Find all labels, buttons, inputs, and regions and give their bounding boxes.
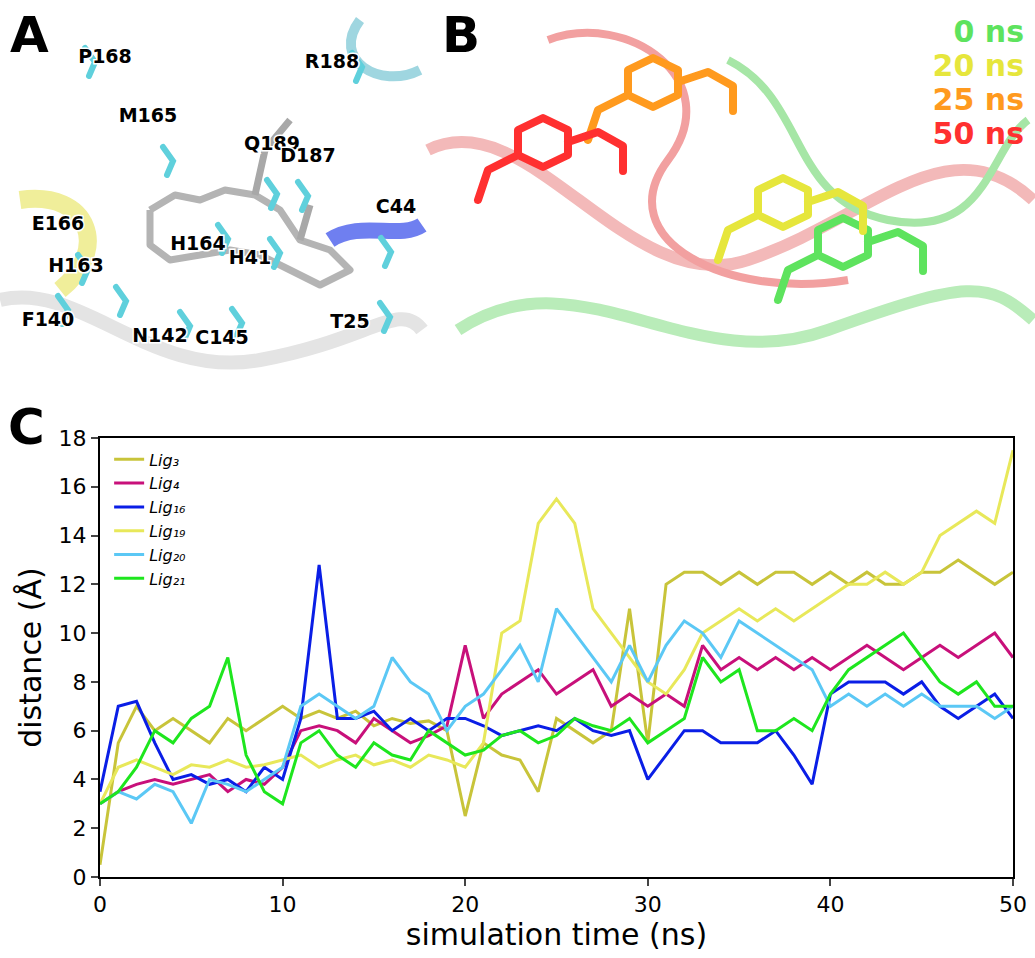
svg-text:Lig₁₆: Lig₁₆ xyxy=(149,498,186,517)
svg-text:4: 4 xyxy=(73,767,87,792)
svg-text:H164: H164 xyxy=(170,232,226,254)
svg-text:50 ns: 50 ns xyxy=(933,116,1024,151)
svg-text:18: 18 xyxy=(59,426,87,451)
svg-text:N142: N142 xyxy=(132,324,188,346)
svg-text:A: A xyxy=(10,6,49,64)
svg-text:H163: H163 xyxy=(48,254,104,276)
svg-text:C44: C44 xyxy=(376,195,416,217)
svg-text:10: 10 xyxy=(269,892,297,917)
svg-text:Lig₁₉: Lig₁₉ xyxy=(149,522,186,541)
svg-text:Q189: Q189 xyxy=(244,132,300,154)
svg-text:distance (Å): distance (Å) xyxy=(13,567,48,748)
svg-text:R188: R188 xyxy=(305,50,359,72)
svg-text:D187: D187 xyxy=(280,144,335,166)
svg-text:12: 12 xyxy=(59,572,87,597)
svg-text:6: 6 xyxy=(73,718,87,743)
svg-text:Lig₂₀: Lig₂₀ xyxy=(149,546,186,565)
svg-text:25 ns: 25 ns xyxy=(933,82,1024,117)
svg-text:Lig₂₁: Lig₂₁ xyxy=(149,570,185,589)
svg-text:14: 14 xyxy=(59,523,87,548)
svg-text:M165: M165 xyxy=(119,104,178,126)
svg-text:50: 50 xyxy=(999,892,1027,917)
svg-text:20: 20 xyxy=(451,892,479,917)
svg-text:20 ns: 20 ns xyxy=(933,48,1024,83)
svg-text:simulation time (ns): simulation time (ns) xyxy=(406,917,707,952)
html-text:C: C xyxy=(8,398,45,456)
svg-text:B: B xyxy=(442,6,480,64)
svg-text:E166: E166 xyxy=(32,212,85,234)
svg-text:0: 0 xyxy=(73,865,87,890)
svg-text:H41: H41 xyxy=(229,246,271,268)
svg-text:P168: P168 xyxy=(78,45,132,67)
svg-text:0: 0 xyxy=(93,892,107,917)
svg-text:10: 10 xyxy=(59,621,87,646)
svg-text:Lig₃: Lig₃ xyxy=(149,451,179,470)
svg-text:16: 16 xyxy=(59,474,87,499)
svg-text:8: 8 xyxy=(73,670,87,695)
svg-text:T25: T25 xyxy=(330,310,369,332)
svg-text:0 ns: 0 ns xyxy=(953,14,1024,49)
svg-text:Lig₄: Lig₄ xyxy=(149,474,180,493)
svg-text:C145: C145 xyxy=(195,326,249,348)
svg-text:2: 2 xyxy=(73,816,87,841)
svg-text:F140: F140 xyxy=(22,308,75,330)
svg-text:30: 30 xyxy=(634,892,662,917)
svg-text:40: 40 xyxy=(816,892,844,917)
